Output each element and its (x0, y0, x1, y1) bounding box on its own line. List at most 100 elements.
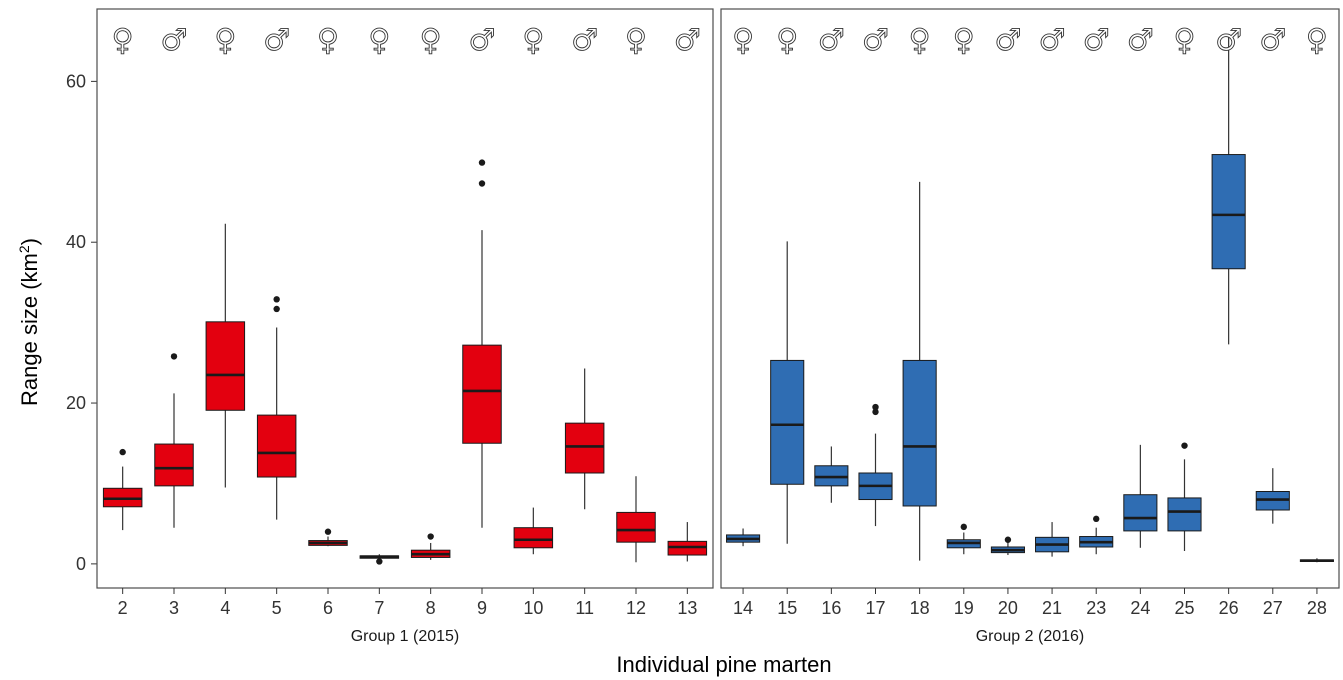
box (1167, 497, 1202, 532)
individual-5: ♂5 (256, 23, 297, 618)
outlier-point (478, 159, 486, 166)
box (902, 359, 937, 507)
x-tick-label: 17 (865, 598, 885, 618)
outlier-point (119, 448, 126, 456)
male-symbol: ♂ (674, 23, 701, 58)
female-symbol: ♀ (909, 23, 931, 58)
female-symbol: ♀ (522, 23, 544, 58)
x-tick-label: 4 (220, 598, 230, 618)
female-symbol: ♀ (953, 23, 975, 58)
individual-15: ♀ 15 (770, 23, 805, 618)
y-axis: 0 20 40 60 (66, 71, 97, 574)
outlier-point (872, 408, 879, 416)
x-tick-label: 23 (1086, 598, 1106, 618)
individual-28: ♀ 28 (1299, 23, 1334, 618)
box (513, 527, 554, 549)
male-symbol: ♂ (862, 23, 889, 58)
panel-border (720, 8, 1340, 589)
x-tick-label: 25 (1174, 598, 1194, 618)
female-symbol: ♀ (112, 23, 134, 58)
outlier-point (478, 180, 486, 187)
x-tick-label: 8 (426, 598, 436, 618)
panel-label: Group 2 (2016) (976, 628, 1085, 645)
box (256, 414, 297, 478)
y-axis-title-superscript: 2 (16, 245, 32, 253)
y-tick-label: 0 (76, 554, 86, 574)
box (1211, 154, 1246, 270)
box (205, 321, 246, 411)
x-tick-label: 13 (677, 598, 697, 618)
individual-4: ♀4 (205, 23, 246, 618)
x-tick-label: 12 (626, 598, 646, 618)
male-symbol: ♂ (1127, 23, 1154, 58)
x-tick-label: 20 (998, 598, 1018, 618)
individual-9: ♂9 (462, 23, 502, 618)
x-tick-label: 3 (169, 598, 179, 618)
x-tick-label: 19 (954, 598, 974, 618)
individual-6: ♀6 (308, 23, 348, 618)
x-axis-title: Individual pine marten (616, 652, 831, 677)
female-symbol: ♀ (317, 23, 339, 58)
individual-23: ♂ 23 (1079, 23, 1114, 618)
individual-21: ♂ 21 (1035, 23, 1070, 618)
individual-18: ♀ 18 (902, 23, 937, 618)
female-symbol: ♀ (1306, 23, 1328, 58)
y-tick-label: 20 (66, 393, 86, 413)
x-tick-label: 15 (777, 598, 797, 618)
individual-24: ♂ 24 (1123, 23, 1158, 618)
panel-label: Group 1 (2015) (351, 628, 460, 645)
female-symbol: ♀ (776, 23, 798, 58)
individual-27: ♂ 27 (1255, 23, 1290, 618)
x-tick-label: 27 (1263, 598, 1283, 618)
x-tick-label: 5 (272, 598, 282, 618)
individual-25: ♀ 25 (1167, 23, 1202, 618)
panel-group-2: ♀ 14 ♀ 15 ♂ 16 ♂ 17 ♀ 18 ♀ 19 ♂ 20 ♂ 21 ♂ 23 ♂ 24 ♀ 25 ♂ 26 ♂ 27 ♀… (720, 8, 1340, 645)
female-symbol: ♀ (732, 23, 754, 58)
male-symbol: ♂ (263, 23, 290, 58)
individual-17: ♂ 17 (858, 23, 893, 618)
box (1123, 494, 1158, 532)
individual-26: ♂ 26 (1211, 23, 1246, 618)
male-symbol: ♂ (469, 23, 496, 58)
individual-13: ♂ 13 (667, 23, 708, 618)
individual-14: ♀ 14 (726, 23, 761, 618)
female-symbol: ♀ (625, 23, 647, 58)
female-symbol: ♀ (1174, 23, 1196, 58)
male-symbol: ♂ (1215, 23, 1242, 58)
y-tick-label: 60 (66, 71, 86, 91)
female-symbol: ♀ (368, 23, 390, 58)
x-tick-label: 18 (910, 598, 930, 618)
x-tick-label: 26 (1219, 598, 1239, 618)
x-tick-label: 9 (477, 598, 487, 618)
outlier-point (872, 403, 879, 411)
individual-12: ♀ 12 (616, 23, 656, 618)
outlier-point (273, 305, 280, 313)
x-tick-label: 21 (1042, 598, 1062, 618)
x-tick-label: 14 (733, 598, 753, 618)
x-tick-label: 11 (575, 598, 594, 618)
outlier-point (376, 558, 383, 565)
male-symbol: ♂ (818, 23, 845, 58)
box (154, 443, 194, 487)
outlier-point (427, 533, 434, 540)
outlier-point (273, 296, 280, 303)
outlier-point (1093, 515, 1100, 523)
y-axis-title-close: ) (17, 238, 42, 245)
individual-16: ♂ 16 (814, 23, 849, 618)
individual-11: ♂ 11 (564, 23, 605, 618)
female-symbol: ♀ (420, 23, 442, 58)
x-tick-label: 7 (374, 598, 384, 618)
panels: 0204060♀2♂3♀4♂5♀6♀7♀8♂9♀10♂11♀12♂13Group… (66, 8, 1340, 645)
box (616, 511, 656, 543)
x-tick-label: 2 (118, 598, 128, 618)
x-tick-label: 10 (523, 598, 543, 618)
y-axis-title-main: Range size (km (17, 253, 42, 406)
male-symbol: ♂ (161, 23, 188, 58)
male-symbol: ♂ (571, 23, 598, 58)
male-symbol: ♂ (1039, 23, 1066, 58)
individual-10: ♀ 10 (513, 23, 554, 618)
individual-7: ♀7 (359, 23, 400, 618)
box (462, 344, 502, 444)
